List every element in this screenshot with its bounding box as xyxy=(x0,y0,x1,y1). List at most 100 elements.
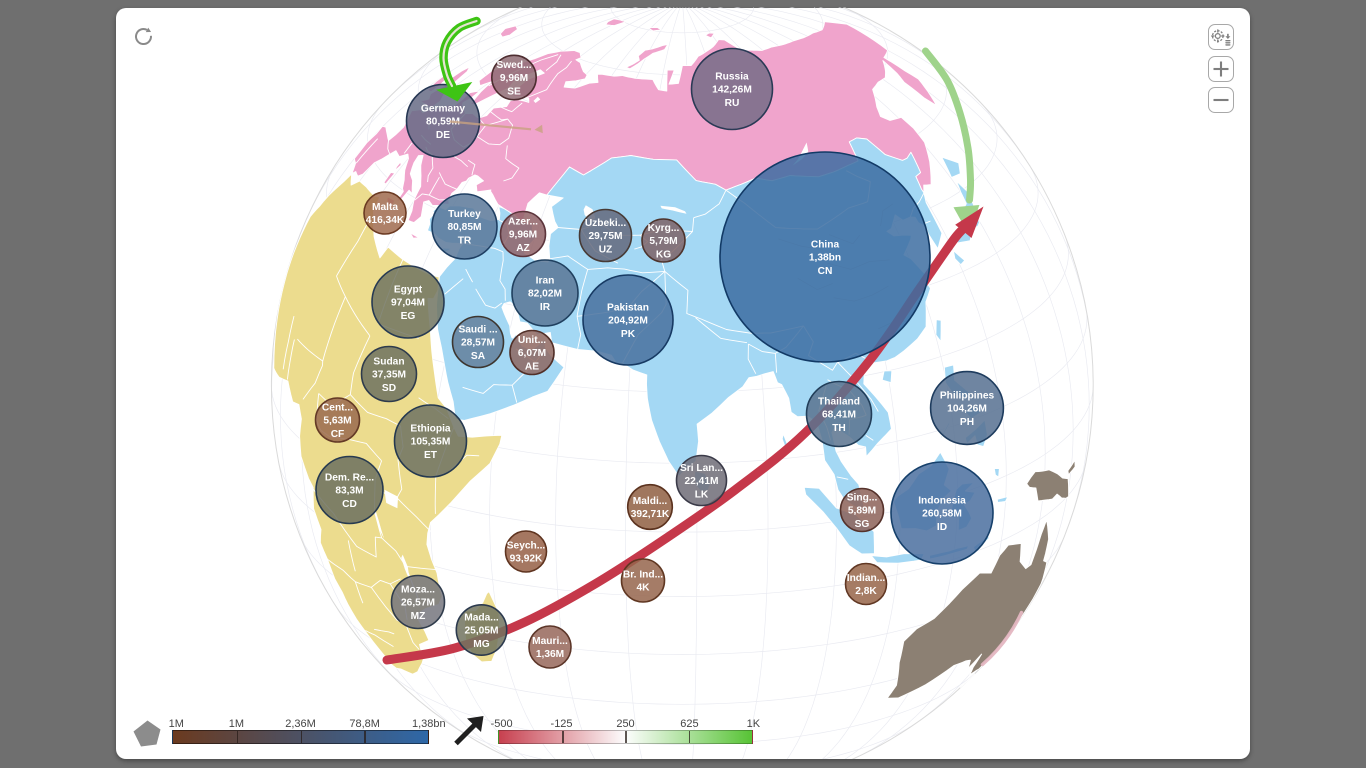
bubble-car[interactable] xyxy=(314,397,361,443)
bubble-germany[interactable] xyxy=(405,83,481,159)
bubble-series xyxy=(314,47,1005,669)
bubble-label-seychelles: Seych... 93,92K xyxy=(507,541,546,565)
population-tick xyxy=(236,731,239,744)
export-data-button[interactable] xyxy=(1207,23,1234,50)
bubble-label-uzbekistan: Uzbeki... 29,75M UZ xyxy=(585,218,626,255)
bubble-label-saudi-arabia: Saudi ... 28,57M SA xyxy=(458,324,497,361)
bubble-china[interactable] xyxy=(719,151,931,363)
trend-gradient-bar[interactable] xyxy=(497,730,754,745)
bubble-label-china: China 1,38bn CN xyxy=(809,239,841,276)
country-sumatra[interactable] xyxy=(803,486,875,555)
country-kyushu[interactable] xyxy=(952,250,966,266)
pale-green-arrow-shaft xyxy=(922,47,975,204)
bubble-malta[interactable] xyxy=(363,191,407,235)
bubble-mauritius[interactable] xyxy=(528,625,572,669)
bubble-iran[interactable] xyxy=(511,259,579,327)
bubble-label-russia: Russia 142,26M RU xyxy=(712,71,752,108)
country-new-guinea[interactable] xyxy=(1026,469,1070,502)
globe-limb xyxy=(270,7,1094,759)
bubble-indian-ocean-terr[interactable] xyxy=(844,562,888,606)
bubble-label-thailand: Thailand 68,41M TH xyxy=(818,396,860,433)
bubble-label-egypt: Egypt 97,04M EG xyxy=(391,284,425,321)
green-arrow-core xyxy=(442,19,478,88)
bubble-saudi-arabia[interactable] xyxy=(451,315,505,369)
refresh-icon xyxy=(135,28,152,45)
zoom-in-button[interactable] xyxy=(1207,55,1234,82)
globe-data-icon xyxy=(1210,28,1230,46)
bubble-label-car: Cent... 5,63M CF xyxy=(322,402,353,439)
bubble-label-malta: Malta 416,34K xyxy=(366,202,405,226)
bubble-br-indian-ocean[interactable] xyxy=(620,558,666,603)
country-africa[interactable] xyxy=(273,173,503,675)
bubble-sudan[interactable] xyxy=(360,345,418,403)
bubble-turkey[interactable] xyxy=(431,193,498,260)
population-tick xyxy=(364,731,366,744)
bubble-uzbekistan[interactable] xyxy=(578,208,633,263)
bubble-mozambique[interactable] xyxy=(390,574,446,630)
bubble-label-iran: Iran 82,02M IR xyxy=(528,275,562,312)
bubble-kyrgyzstan[interactable] xyxy=(641,218,686,263)
bubble-label-maldives: Maldi... 392,71K xyxy=(631,496,670,520)
bubble-label-philippines: Philippines 104,26M PH xyxy=(940,390,995,427)
plus-icon xyxy=(1213,61,1228,76)
bubble-labels: Swed... 9,96M SE Germany 80,59M DE Russia 142,2… xyxy=(322,60,995,660)
country-halmahera[interactable] xyxy=(993,468,1000,478)
bubble-label-sweden: Swed... 9,96M SE xyxy=(496,60,531,97)
country-new-britain[interactable] xyxy=(1067,459,1076,476)
bubble-label-ethiopia: Ethiopia 105,35M ET xyxy=(410,423,451,460)
map-root xyxy=(270,7,1094,759)
tan-arrow-shaft xyxy=(449,120,532,131)
pink-coast-stroke xyxy=(980,610,1024,667)
country-taiwan[interactable] xyxy=(935,319,942,342)
bubble-sri-lanka[interactable] xyxy=(675,454,728,507)
bubble-maldives[interactable] xyxy=(626,483,674,531)
country-franz-josef[interactable] xyxy=(647,26,662,32)
country-corsica[interactable] xyxy=(394,161,402,172)
green-arrow-head xyxy=(436,82,473,102)
bubble-egypt[interactable] xyxy=(371,265,445,339)
country-svalbard[interactable] xyxy=(605,18,627,27)
bubble-philippines[interactable] xyxy=(929,370,1005,446)
bubble-pakistan[interactable] xyxy=(582,274,674,366)
bubble-indonesia[interactable] xyxy=(890,461,994,565)
population-gradient-bar[interactable] xyxy=(172,730,429,745)
bubble-label-mozambique: Moza... 26,57M MZ xyxy=(401,584,435,621)
bubble-seychelles[interactable] xyxy=(504,530,548,573)
annotations-over xyxy=(436,16,543,134)
minus-icon xyxy=(1213,98,1228,101)
refresh-button[interactable] xyxy=(135,27,152,45)
country-australia[interactable] xyxy=(886,519,1050,699)
bubble-singapore[interactable] xyxy=(839,487,885,533)
country-hainan[interactable] xyxy=(881,370,893,384)
bubble-thailand[interactable] xyxy=(805,380,873,448)
bubble-label-uae: Unit... 6,07M AE xyxy=(518,335,546,372)
zoom-out-button[interactable] xyxy=(1207,86,1234,113)
bubble-uae[interactable] xyxy=(509,329,555,376)
country-novaya-zemlya[interactable] xyxy=(625,43,669,70)
bubble-dr-congo[interactable] xyxy=(315,455,384,525)
country-hokkaido[interactable] xyxy=(941,156,961,178)
bubble-label-madagascar: Mada... 25,05M MG xyxy=(464,612,499,649)
bubble-madagascar[interactable] xyxy=(455,603,508,656)
country-severnaya[interactable] xyxy=(704,32,715,39)
bubble-azerbaijan[interactable] xyxy=(499,210,547,258)
bubble-label-sudan: Sudan 37,35M SD xyxy=(372,356,406,393)
bubble-ethiopia[interactable] xyxy=(393,404,468,478)
country-sardinia[interactable] xyxy=(383,171,396,185)
bubble-label-dr-congo: Dem. Re... 83,3M CD xyxy=(325,472,374,509)
country-iceland[interactable] xyxy=(499,25,519,38)
bubble-russia[interactable] xyxy=(690,47,774,131)
bubble-label-indonesia: Indonesia 260,58M ID xyxy=(918,495,966,532)
red-arrow-head xyxy=(955,206,984,238)
trend-tick xyxy=(625,731,627,744)
bubble-sweden[interactable] xyxy=(490,54,537,101)
bubble-label-br-indian-ocean: Br. Ind... 4K xyxy=(623,570,663,594)
population-tick xyxy=(300,731,303,744)
country-seram[interactable] xyxy=(996,496,1009,503)
tan-arrow-head xyxy=(534,124,543,134)
bubble-label-singapore: Sing... 5,89M SG xyxy=(847,492,878,529)
bubble-label-sri-lanka: Sri Lan... 22,41M LK xyxy=(680,463,723,500)
country-crete[interactable] xyxy=(409,232,420,239)
country-tasmania[interactable] xyxy=(960,673,976,688)
